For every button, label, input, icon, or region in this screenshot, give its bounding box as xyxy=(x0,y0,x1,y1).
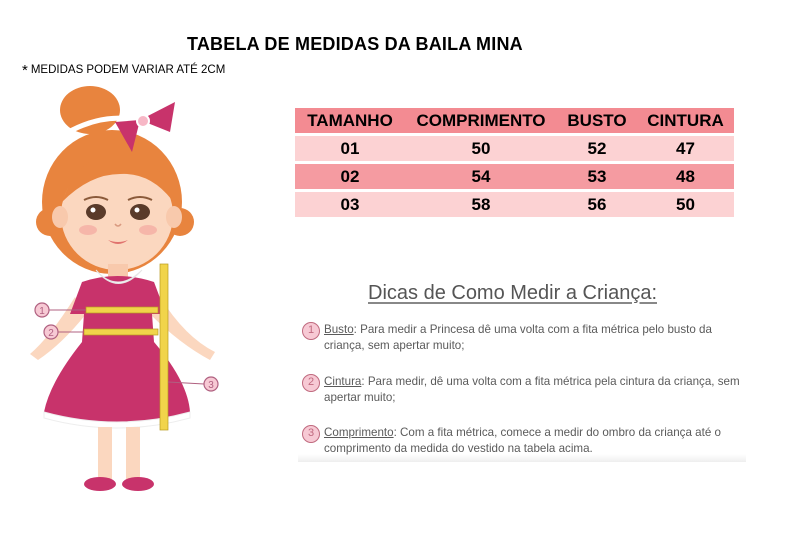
cell-tamanho: 01 xyxy=(340,138,360,158)
tip-number-icon: 1 xyxy=(302,322,320,340)
table-row: 02 54 53 48 xyxy=(295,164,734,189)
tip-number-icon: 3 xyxy=(302,425,320,443)
bow-center xyxy=(136,114,150,128)
dress-hem xyxy=(43,411,191,429)
tip-text: : Para medir a Princesa dê uma volta com… xyxy=(324,323,712,352)
leg-left xyxy=(98,427,112,479)
size-table-header: TAMANHO COMPRIMENTO BUSTO CINTURA xyxy=(295,108,734,133)
marker-waist: 2 xyxy=(43,324,59,340)
cell-busto: 53 xyxy=(587,166,607,186)
face xyxy=(61,160,173,270)
hair-bun xyxy=(60,86,120,134)
tip-text: : Para medir, dê uma volta com a fita mé… xyxy=(324,375,740,404)
cheek-right xyxy=(139,225,157,235)
cell-cintura: 50 xyxy=(676,194,695,214)
tip-bust: 1 Busto: Para medir a Princesa dê uma vo… xyxy=(302,322,742,354)
tip-text: : Com a fita métrica, comece a medir do … xyxy=(324,426,721,455)
cheek-left xyxy=(79,225,97,235)
tip-waist: 2 Cintura: Para medir, dê uma volta com … xyxy=(302,374,742,406)
tips-title: Dicas de Como Medir a Criança: xyxy=(368,282,657,304)
measuring-tips: Dicas de Como Medir a Criança: 1 Busto: … xyxy=(298,270,746,462)
note-text: MEDIDAS PODEM VARIAR ATÉ 2CM xyxy=(30,64,226,76)
header-cintura: CINTURA xyxy=(647,110,724,130)
ear-left xyxy=(52,206,68,228)
tip-number-icon: 2 xyxy=(302,374,320,392)
note-asterisk: * xyxy=(22,62,28,79)
cell-comprimento: 50 xyxy=(471,138,491,158)
cell-tamanho: 03 xyxy=(340,194,360,214)
variation-note: * MEDIDAS PODEM VARIAR ATÉ 2CM xyxy=(22,60,226,79)
cell-busto: 56 xyxy=(587,194,607,214)
tip-term: Comprimento xyxy=(324,426,394,439)
bow-left xyxy=(115,120,140,152)
mouth xyxy=(108,240,128,244)
tip-term: Cintura xyxy=(324,375,362,388)
girl-measurement-illustration: 1 2 3 xyxy=(30,86,219,491)
cell-busto: 52 xyxy=(587,138,607,158)
tip-length: 3 Comprimento: Com a fita métrica, comec… xyxy=(302,425,742,457)
shoe-left xyxy=(84,477,116,491)
header-busto: BUSTO xyxy=(567,110,627,130)
bow-right xyxy=(140,102,175,132)
svg-text:1: 1 xyxy=(39,306,45,317)
cell-comprimento: 58 xyxy=(471,194,491,214)
cell-cintura: 47 xyxy=(676,138,695,158)
dress-collar xyxy=(95,269,143,284)
cell-tamanho: 02 xyxy=(340,166,360,186)
cell-cintura: 48 xyxy=(676,166,695,186)
leg-right xyxy=(126,427,140,479)
size-table: TAMANHO COMPRIMENTO BUSTO CINTURA 01 50 … xyxy=(295,105,734,220)
tip-term: Busto xyxy=(324,323,354,336)
tape-vertical xyxy=(159,263,169,431)
cell-comprimento: 54 xyxy=(471,166,491,186)
table-row: 03 58 56 50 xyxy=(295,192,734,217)
header-comprimento: COMPRIMENTO xyxy=(416,110,546,130)
header-tamanho: TAMANHO xyxy=(307,110,393,130)
hair-fringe xyxy=(62,153,172,202)
tape-bust xyxy=(85,306,159,314)
table-row: 01 50 52 47 xyxy=(295,136,734,161)
page-title: TABELA DE MEDIDAS DA BAILA MINA xyxy=(187,34,523,54)
eye-left xyxy=(86,204,106,220)
marker-bust: 1 xyxy=(34,302,50,318)
shoe-right xyxy=(122,477,154,491)
ear-right xyxy=(166,206,182,228)
eye-right xyxy=(130,204,150,220)
tape-waist xyxy=(83,328,159,336)
marker-length: 3 xyxy=(203,376,219,392)
svg-text:3: 3 xyxy=(208,380,214,391)
svg-text:2: 2 xyxy=(48,328,54,339)
